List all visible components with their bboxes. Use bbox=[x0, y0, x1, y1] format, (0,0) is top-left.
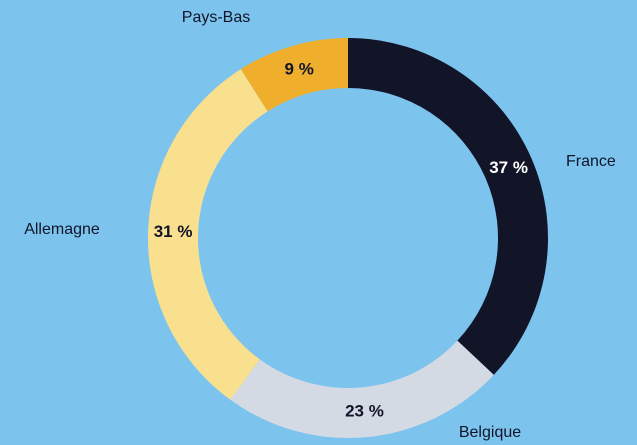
value-label: 23 % bbox=[345, 402, 384, 421]
category-label: Allemagne bbox=[24, 221, 100, 238]
donut-slice bbox=[348, 38, 548, 375]
value-label: 31 % bbox=[154, 222, 193, 241]
donut-slice bbox=[147, 69, 268, 400]
donut-slice bbox=[240, 38, 348, 112]
donut-slice bbox=[230, 340, 494, 438]
value-label: 9 % bbox=[285, 59, 314, 78]
category-label: Pays-Bas bbox=[182, 9, 250, 26]
category-label: Belgique bbox=[459, 424, 521, 441]
category-label: France bbox=[566, 153, 616, 170]
value-label: 37 % bbox=[489, 158, 528, 177]
